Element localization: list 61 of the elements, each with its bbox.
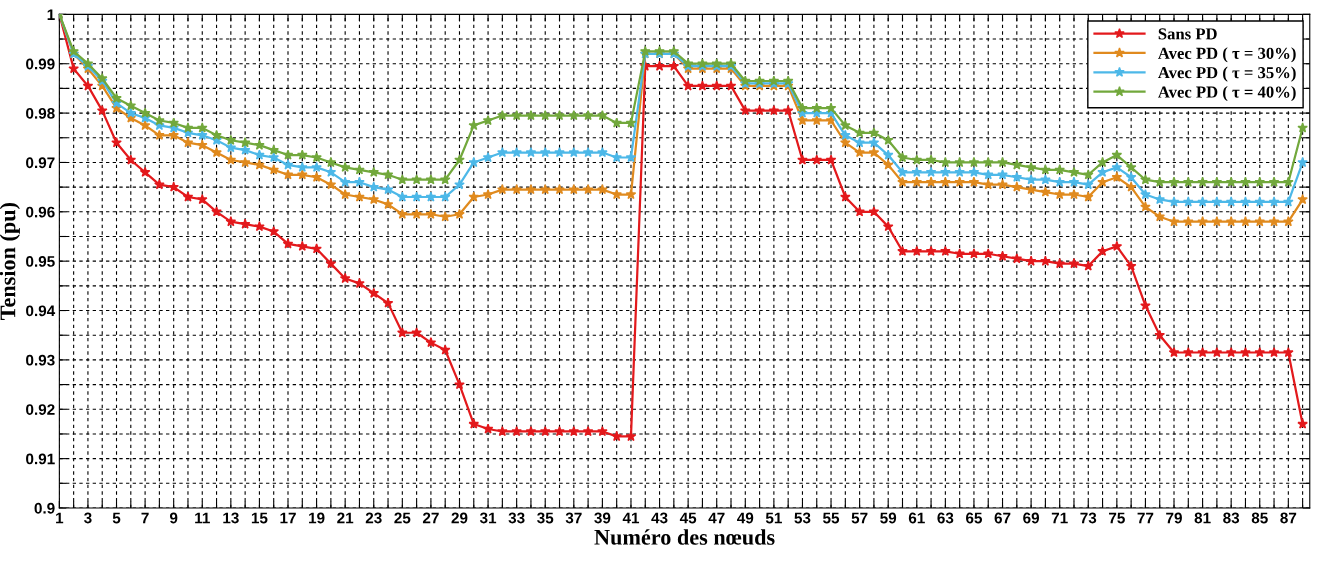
x-tick-label: 15: [251, 512, 268, 524]
legend-label: Avec PD ( τ = 30%): [1158, 47, 1296, 63]
x-tick-label: 71: [1051, 512, 1068, 524]
y-tick-label: 0.9: [34, 502, 55, 514]
x-tick-label: 27: [422, 512, 439, 524]
x-tick-label: 11: [195, 512, 210, 524]
y-tick-label: 0.95: [26, 256, 55, 267]
y-tick-label: 0.97: [26, 157, 55, 169]
x-tick-label: 75: [1109, 512, 1125, 524]
x-tick-label: 45: [679, 512, 697, 524]
x-tick-label: 3: [84, 512, 92, 524]
x-tick-label: 53: [794, 512, 811, 524]
x-axis-title: Numéro des nœuds: [594, 529, 775, 545]
x-tick-label: 47: [708, 512, 725, 524]
y-tick-label: 0.98: [26, 107, 55, 119]
y-axis-title: Tension (pu): [0, 202, 20, 321]
x-tick-label: 35: [537, 512, 554, 524]
y-tick-label: 0.99: [26, 58, 55, 70]
y-tick-label: 0.96: [26, 206, 55, 218]
x-tick-label: 79: [1166, 512, 1182, 524]
x-tick-label: 23: [365, 512, 382, 524]
x-tick-label: 73: [1080, 512, 1097, 524]
x-tick-label: 59: [880, 512, 897, 524]
y-tick-label: 0.92: [26, 404, 55, 415]
x-tick-label: 21: [337, 512, 354, 524]
x-tick-label: 25: [394, 512, 411, 524]
x-tick-label: 7: [141, 512, 149, 524]
legend-label: Avec PD ( τ = 35%): [1158, 66, 1296, 82]
x-tick-label: 83: [1223, 512, 1240, 524]
x-tick-label: 17: [280, 512, 296, 524]
x-tick-label: 55: [823, 512, 840, 524]
legend-label: Avec PD ( τ = 40%): [1158, 85, 1296, 102]
x-tick-label: 13: [223, 512, 239, 524]
x-tick-label: 77: [1137, 512, 1154, 524]
y-tick-label: 1: [47, 9, 55, 20]
x-tick-label: 69: [1023, 512, 1040, 524]
x-tick-label: 5: [112, 512, 121, 524]
x-tick-label: 81: [1194, 512, 1211, 524]
x-tick-label: 43: [651, 512, 668, 524]
y-tick-label: 0.94: [26, 305, 56, 317]
x-tick-label: 37: [565, 512, 582, 524]
legend-label: Sans PD: [1158, 28, 1217, 40]
x-tick-label: 29: [451, 512, 468, 524]
x-tick-label: 33: [508, 512, 525, 524]
x-tick-label: 39: [594, 512, 611, 524]
x-tick-label: 67: [994, 512, 1011, 524]
x-tick-label: 51: [765, 512, 782, 524]
y-tick-label: 0.91: [26, 453, 55, 465]
x-tick-label: 9: [169, 512, 178, 524]
x-tick-label: 61: [908, 512, 925, 524]
x-tick-label: 57: [851, 512, 868, 524]
x-tick-label: 63: [937, 512, 954, 524]
y-tick-label: 0.93: [26, 354, 55, 366]
x-tick-label: 87: [1280, 512, 1297, 524]
x-tick-label: 85: [1251, 512, 1268, 524]
x-tick-label: 65: [966, 512, 983, 524]
x-tick-label: 19: [309, 512, 325, 524]
x-tick-label: 49: [737, 512, 754, 524]
x-tick-label: 1: [56, 512, 64, 524]
x-tick-label: 41: [622, 512, 640, 524]
x-tick-label: 31: [479, 512, 497, 524]
